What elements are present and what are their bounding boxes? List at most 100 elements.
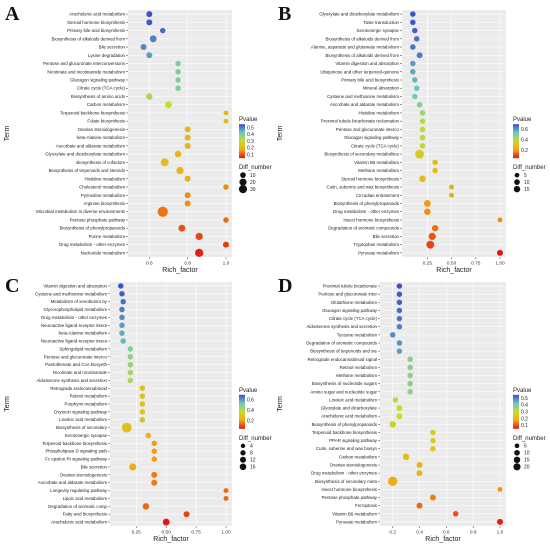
pvalue-colorbar: [239, 394, 245, 429]
size-legend-dot: [239, 178, 247, 186]
data-point: [140, 44, 147, 51]
term-label: Cutin, suberine and wax biosynthesis: [327, 185, 400, 190]
term-label: Taste transduction: [363, 20, 399, 25]
term-label: Neuroactive ligand-receptor intera: [41, 339, 108, 344]
x-axis-title: Rich_factor: [436, 267, 472, 274]
data-point: [165, 101, 172, 109]
data-point: [452, 511, 459, 517]
pvalue-legend-tick: 0.2: [247, 146, 254, 152]
pvalue-legend-tick: 0.2: [521, 416, 528, 422]
data-point: [407, 356, 413, 363]
term-label: Citrate cycle (TCA cycle): [77, 86, 126, 91]
term-label: Pentose and glucuronate interco: [336, 127, 400, 132]
pvalue-legend-title: Pvalue: [239, 388, 258, 394]
size-legend-label: 10: [250, 173, 256, 179]
term-label: Steroid hormone biosynthesis: [341, 176, 400, 181]
size-legend-dot: [514, 172, 520, 178]
term-label: Vitamin digestion and absorption: [335, 61, 399, 66]
data-point: [410, 44, 416, 50]
term-label: Porphyrin metabolism: [65, 402, 108, 407]
y-axis-title: Term: [277, 396, 284, 412]
term-label: Pyrimidine metabolism: [81, 193, 126, 198]
data-point: [407, 389, 413, 395]
data-point: [402, 453, 410, 461]
data-point: [410, 19, 416, 26]
plot-background: [380, 282, 506, 526]
x-tick-label: 0.75: [191, 530, 201, 536]
data-point: [424, 208, 431, 215]
data-point: [145, 432, 152, 439]
x-tick-label: 0.75: [471, 261, 481, 267]
data-point: [396, 315, 403, 322]
x-tick-label: 0.6: [443, 530, 450, 536]
term-label: Microbial metabolism in diverse environm…: [36, 209, 126, 214]
term-label: Glutathione metabolism: [331, 300, 377, 305]
data-point: [127, 346, 134, 352]
data-point: [432, 167, 438, 174]
term-label: Ferroptosis: [355, 503, 378, 508]
data-point: [119, 330, 125, 336]
term-label: Pentose and glucuronate inter: [318, 292, 377, 297]
panel-c: C 0.25 0.50 0.75 1.00 Vitamin digestion and a…: [4, 275, 272, 543]
data-point: [146, 11, 153, 18]
term-label: Ubiquinone and other terpenoid-quinone: [320, 69, 399, 74]
data-point: [419, 175, 426, 183]
data-point: [178, 224, 186, 232]
data-point: [423, 200, 431, 207]
size-legend-dot: [513, 463, 521, 471]
x-tick-label: 1.00: [221, 530, 231, 536]
data-point: [407, 380, 413, 387]
term-label: Methane metabolism: [336, 373, 377, 378]
data-point: [419, 110, 426, 116]
data-point: [146, 52, 153, 59]
term-label: Tryptophan metabolism: [353, 242, 399, 247]
data-point: [426, 240, 435, 249]
term-label: Retrograde endocannabinoid signal: [308, 357, 377, 362]
term-label: Methane metabolism: [358, 168, 399, 173]
term-label: Biosynthesis of terpenoids and ste: [310, 349, 377, 354]
size-legend-dot: [514, 179, 520, 185]
term-label: Biosynthesis of secondary metabolites: [324, 152, 399, 157]
data-point: [139, 385, 146, 392]
term-label: Citrate cycle (TCA cycle): [351, 143, 400, 148]
data-point: [223, 496, 229, 501]
x-tick-label: 0.25: [423, 261, 433, 267]
term-label: Pentose and glucuronate interconversions: [43, 61, 126, 66]
panel-letter: C: [5, 275, 19, 297]
data-point: [175, 85, 181, 91]
term-label: Metabolism of xenobiotics by: [51, 299, 108, 304]
data-point: [432, 159, 438, 166]
term-label: Biosynthesis of alkaloids derived from: [326, 53, 400, 58]
term-label: Glyoxylate and dicarboxylate metabolism: [45, 152, 125, 157]
term-label: Ovarian steroidogenesis: [60, 472, 108, 477]
term-label: Glyoxylate and dicarboxylate metabolism: [319, 12, 399, 17]
data-point: [184, 175, 191, 182]
term-label: Retinol metabolism: [70, 394, 108, 399]
term-label: Ovarian steroidogenesis: [78, 127, 126, 132]
term-label: PPAR signaling pathway: [329, 438, 378, 443]
x-tick-label: 0.2: [389, 530, 396, 536]
term-label: Pyruvate metabolism: [358, 250, 399, 255]
term-label: Cysteine and methionine metabolism: [327, 94, 399, 99]
size-legend-label: 12: [250, 458, 256, 464]
data-point: [416, 101, 423, 108]
pvalue-legend-tick: 0.4: [247, 132, 254, 138]
data-point: [419, 118, 426, 124]
term-label: Terpenoid backbone biosynthesis: [60, 110, 126, 115]
term-label: Sphingolipid metabolism: [59, 346, 107, 351]
panel-letter: A: [5, 3, 20, 25]
data-point: [389, 421, 396, 428]
term-label: Retinol metabolism: [340, 365, 378, 370]
size-legend-dot: [514, 443, 520, 449]
term-label: Drug metabolism - other enzymes: [333, 209, 400, 214]
data-point: [174, 150, 182, 158]
data-point: [118, 283, 124, 289]
term-label: Ascorbate and aldarate metabolism: [56, 143, 125, 148]
pvalue-legend-title: Pvalue: [513, 388, 532, 394]
size-legend-title: Diff_number: [513, 436, 546, 442]
data-point: [412, 27, 418, 34]
data-point: [413, 85, 420, 91]
data-point: [396, 348, 403, 354]
pvalue-legend-tick: 0.5: [521, 396, 528, 402]
term-label: Biosynthesis of alkaloids derived from: [52, 36, 126, 41]
